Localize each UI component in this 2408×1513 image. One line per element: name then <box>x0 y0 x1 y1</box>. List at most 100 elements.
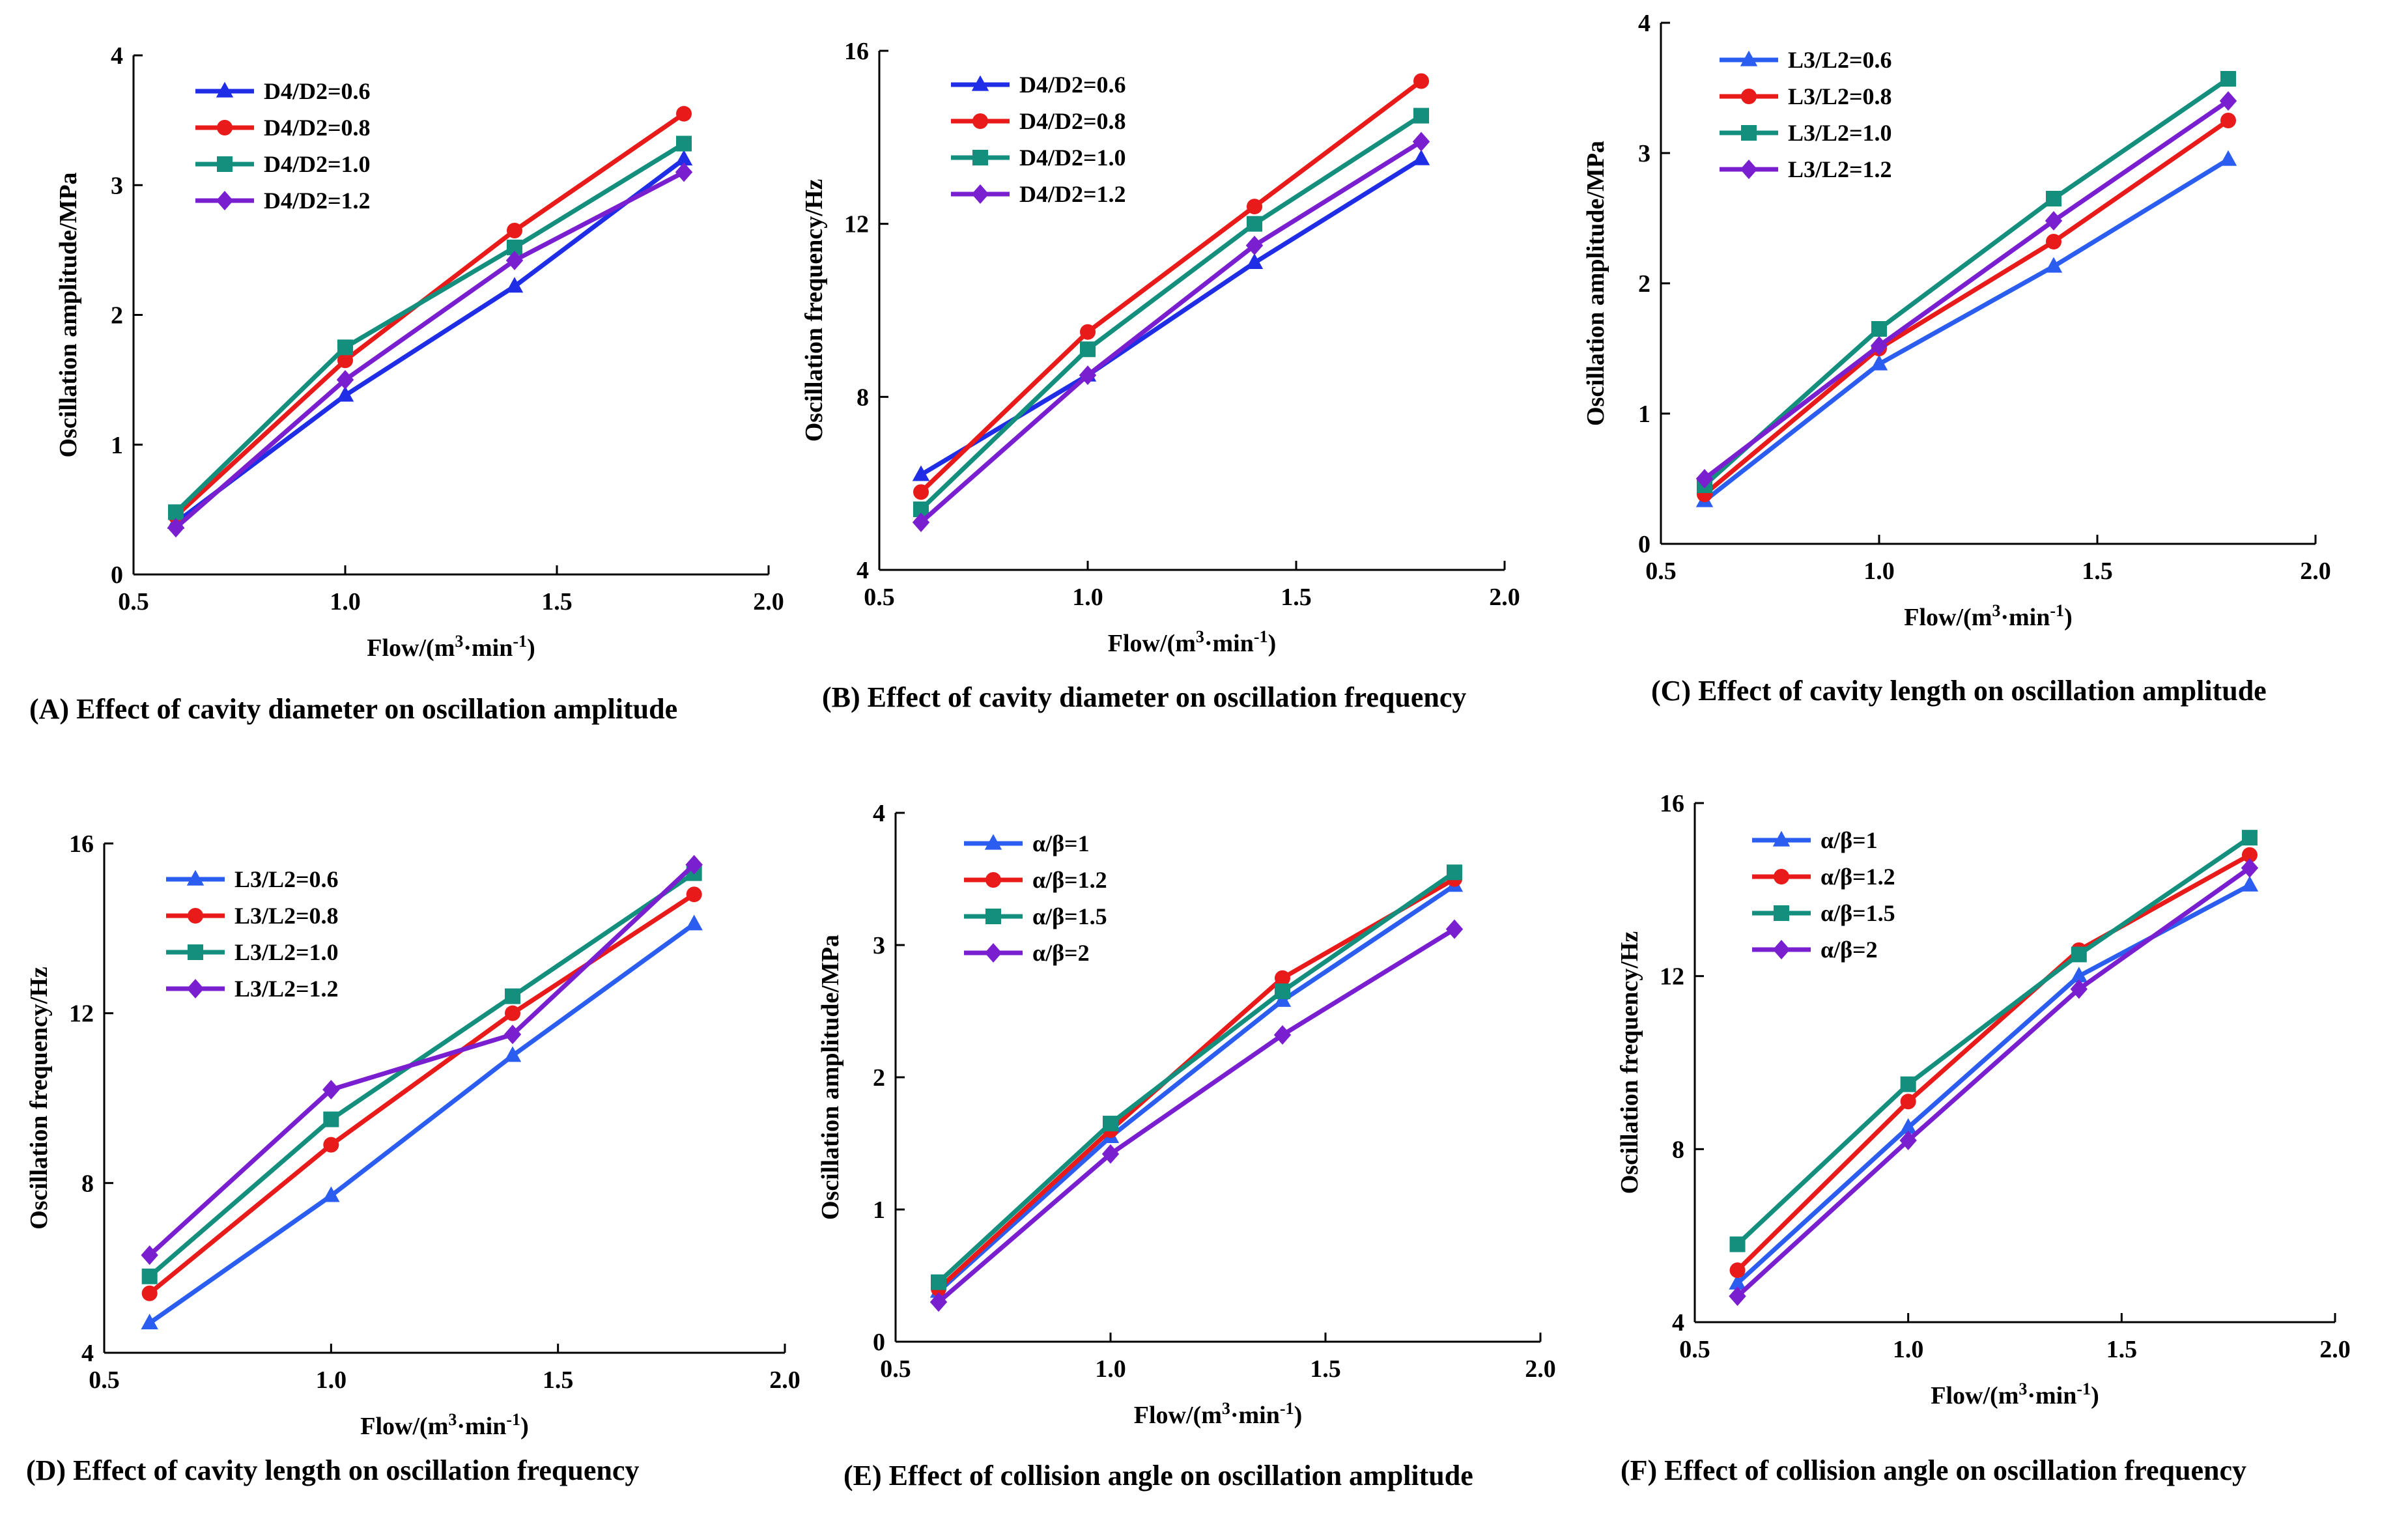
data-point <box>2045 211 2063 231</box>
data-point <box>503 1046 522 1062</box>
data-point <box>337 352 353 369</box>
data-point <box>1871 321 1887 337</box>
data-point <box>2070 979 2088 999</box>
data-point <box>507 222 522 238</box>
x-tick-label: 1.5 <box>1310 1355 1341 1383</box>
series-3 <box>931 864 1462 1290</box>
x-axis-title: Flow/(m3·min-1) <box>360 1410 528 1441</box>
x-tick-label: 0.5 <box>880 1355 911 1383</box>
legend-marker <box>1774 869 1789 884</box>
y-axis-title: Oscillation amplitude/MPa <box>55 172 82 457</box>
chart-panel-e: 0 1 2 3 4 0.5 1.0 1.5 2.0 Flow/(m3·min-1) Oscillat… <box>817 800 1556 1492</box>
data-point <box>505 277 524 293</box>
legend-label: D4/D2=1.0 <box>1019 145 1126 171</box>
y-tick-label: 2 <box>111 302 123 330</box>
chart-panel-a: 0 1 2 3 4 0.5 1.0 1.5 2.0 Flow/(m3·min-1) Oscillat… <box>29 42 784 725</box>
data-point <box>1870 336 1888 356</box>
data-point <box>141 1285 158 1301</box>
x-axis-title: Flow/(m3·min-1) <box>367 632 535 662</box>
legend-marker <box>217 120 233 135</box>
legend-label: L3/L2=0.6 <box>1788 47 1892 73</box>
series-line <box>1703 99 2230 481</box>
data-point <box>1245 235 1264 255</box>
data-point <box>675 162 693 182</box>
chart-panel-b: 4 8 12 16 0.5 1.0 1.5 2.0 Flow/(m3·min-1) Oscilla… <box>800 38 1520 713</box>
data-point <box>931 1274 946 1290</box>
data-point <box>336 370 354 390</box>
legend-marker <box>1774 905 1789 921</box>
series-line <box>1703 119 2230 496</box>
y-axis-title: Oscillation frequency/Hz <box>25 967 53 1230</box>
data-point <box>2219 150 2237 166</box>
y-axis-title: Oscillation frequency/Hz <box>1616 931 1643 1195</box>
x-tick-label: 2.0 <box>1525 1355 1556 1383</box>
data-point <box>1899 1118 1917 1134</box>
legend-marker <box>1772 940 1791 959</box>
y-tick-label: 16 <box>69 830 94 858</box>
y-tick-label: 12 <box>1660 963 1684 991</box>
data-point <box>912 465 930 481</box>
x-tick-label: 1.0 <box>316 1366 347 1394</box>
series-4 <box>141 855 703 1266</box>
data-point <box>1900 1094 1916 1110</box>
legend-label: L3/L2=0.6 <box>234 866 339 892</box>
series-4 <box>167 162 693 538</box>
data-point <box>1412 132 1430 152</box>
series-3 <box>168 135 692 520</box>
y-tick-label: 4 <box>857 557 869 584</box>
legend-marker <box>1740 160 1758 179</box>
series-line <box>148 922 696 1325</box>
series-line <box>148 871 696 1279</box>
data-point <box>912 512 930 532</box>
series-1 <box>141 914 703 1329</box>
x-tick-label: 1.0 <box>1072 584 1103 611</box>
series-line <box>1736 866 2251 1298</box>
series-line <box>174 141 685 514</box>
series-line <box>919 79 1423 494</box>
x-tick-label: 1.0 <box>1863 558 1895 585</box>
legend: α/β=1 α/β=1.2 α/β=1.5 α/β=2 <box>1752 827 1895 963</box>
y-tick-label: 1 <box>111 432 123 459</box>
legend-marker <box>984 943 1002 963</box>
legend-label: α/β=1.2 <box>1820 864 1895 890</box>
data-point <box>2241 875 2259 892</box>
legend-label: α/β=1.2 <box>1032 867 1107 893</box>
series-line <box>937 870 1456 1284</box>
data-point <box>685 914 703 931</box>
data-point <box>2046 191 2061 206</box>
series-4 <box>929 919 1464 1312</box>
y-tick-label: 0 <box>1638 531 1650 558</box>
series-2 <box>1729 847 2258 1279</box>
x-tick-label: 1.5 <box>1281 584 1312 611</box>
legend-marker <box>186 870 205 886</box>
chart-panel-d: 4 8 12 16 0.5 1.0 1.5 2.0 Flow/(m3·min-1) Oscilla… <box>25 830 800 1486</box>
data-point <box>1445 919 1464 939</box>
legend-label: D4/D2=0.6 <box>264 78 371 104</box>
data-point <box>1247 199 1262 215</box>
y-tick-label: 16 <box>844 38 869 65</box>
data-point <box>323 1111 339 1127</box>
data-point <box>2070 967 2088 983</box>
y-tick-label: 4 <box>873 800 885 827</box>
data-point <box>141 1245 158 1266</box>
x-tick-label: 0.5 <box>1679 1336 1710 1363</box>
data-point <box>1412 149 1430 165</box>
data-point <box>913 484 929 500</box>
series-3 <box>141 865 702 1284</box>
data-point <box>1245 253 1264 270</box>
panel-caption: (B) Effect of cavity diameter on oscilla… <box>822 681 1466 713</box>
chart-panel-f: 4 8 12 16 0.5 1.0 1.5 2.0 Flow/(m3·min-1) Oscilla… <box>1616 790 2351 1486</box>
legend-label: D4/D2=1.2 <box>264 188 371 214</box>
series-3 <box>913 107 1429 518</box>
y-tick-label: 0 <box>873 1329 885 1356</box>
y-tick-label: 1 <box>1638 401 1650 428</box>
x-tick-label: 2.0 <box>769 1366 800 1394</box>
data-point <box>1079 365 1097 386</box>
x-tick-label: 1.5 <box>541 588 573 615</box>
data-point <box>1275 970 1290 986</box>
series-line <box>1703 77 2230 487</box>
data-point <box>2220 71 2236 87</box>
y-tick-label: 2 <box>873 1064 885 1092</box>
data-point <box>2241 830 2258 846</box>
legend-marker <box>1741 125 1757 141</box>
